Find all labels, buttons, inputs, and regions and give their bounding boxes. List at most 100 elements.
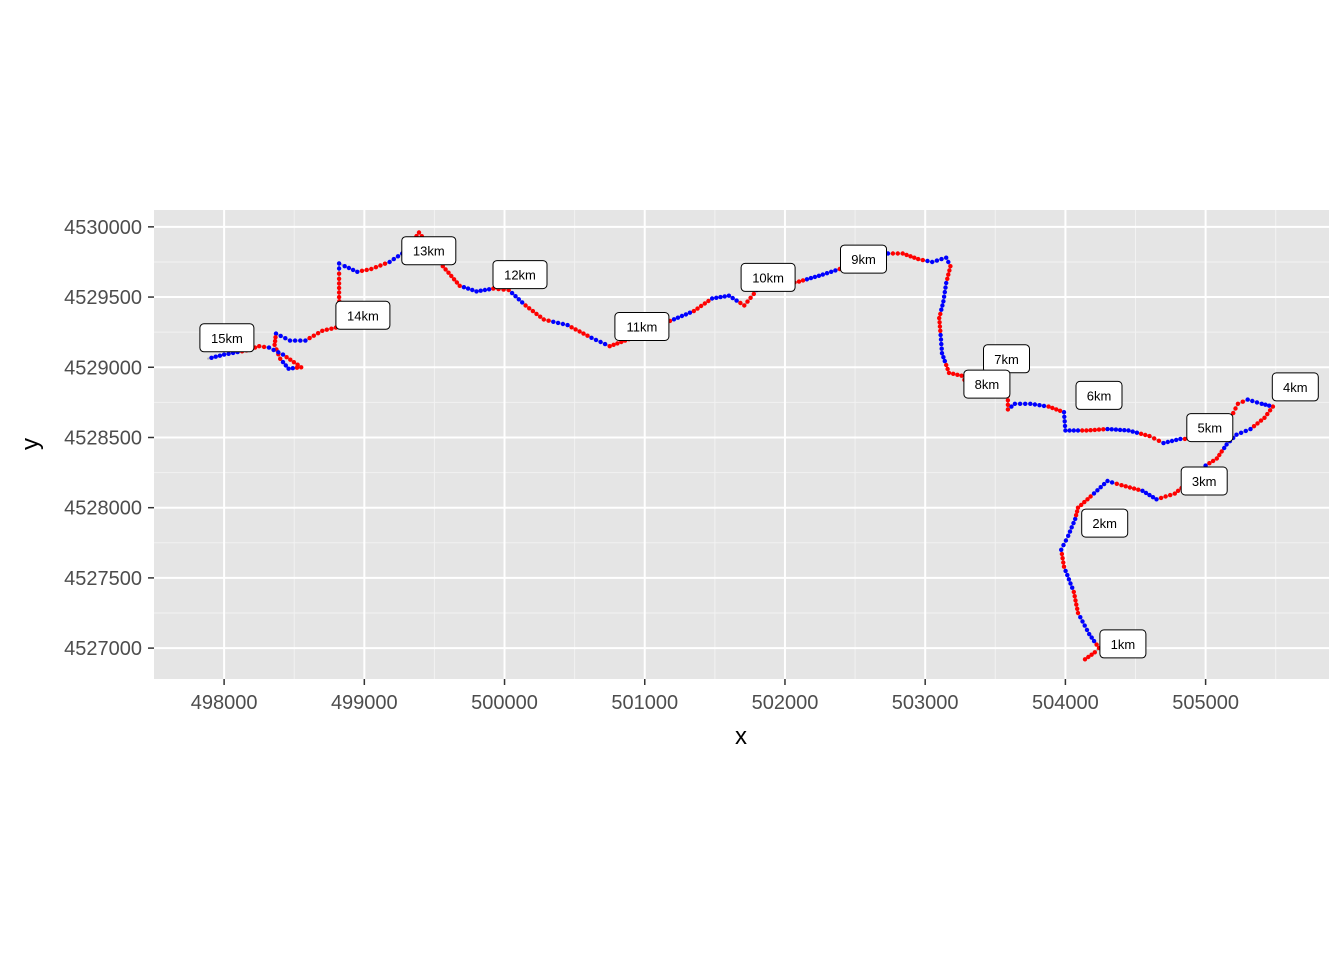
track-point: [1131, 486, 1137, 491]
km-label-box: [1099, 629, 1147, 659]
y-tick-label: 4529000: [64, 357, 142, 379]
track-point: [1088, 428, 1093, 433]
track-point: [912, 255, 917, 260]
track-point: [589, 335, 594, 340]
track-point: [369, 266, 374, 272]
track-point: [800, 278, 806, 283]
track-point: [391, 256, 396, 262]
km-label-text: 3km: [1192, 474, 1217, 489]
track-point: [1075, 610, 1081, 616]
track-point: [1169, 438, 1175, 444]
x-tick-label: 504000: [1032, 692, 1099, 714]
track-point: [1140, 488, 1145, 493]
track-point: [1022, 401, 1028, 406]
track-point: [221, 352, 227, 357]
track-point: [446, 270, 451, 275]
track-point: [722, 294, 727, 299]
track-point: [1046, 404, 1051, 409]
track-point: [946, 259, 951, 265]
track-point: [695, 306, 700, 311]
track-point: [1063, 538, 1069, 543]
track-point: [683, 312, 689, 317]
km-label: 3km: [1180, 466, 1228, 496]
track-point: [560, 321, 566, 327]
track-point: [283, 363, 288, 368]
track-point: [1061, 542, 1066, 548]
track-point: [324, 327, 329, 332]
track-point: [1267, 408, 1273, 413]
track-point: [280, 359, 286, 365]
track-point: [541, 317, 546, 322]
km-label-box: [1180, 466, 1228, 496]
track-point: [1096, 427, 1102, 432]
track-point: [266, 345, 272, 350]
track-point: [342, 264, 347, 269]
track-point: [1017, 401, 1023, 406]
track-point: [916, 256, 921, 262]
track-point: [718, 294, 723, 300]
track-point: [283, 336, 288, 341]
track-point: [1240, 399, 1246, 404]
track-point: [278, 356, 283, 361]
track-point: [1138, 431, 1144, 436]
track-point: [470, 287, 475, 293]
track-point: [1084, 627, 1090, 633]
track-point: [1154, 497, 1159, 502]
track-point: [1222, 445, 1227, 451]
track-point: [1062, 419, 1067, 424]
track-point: [1068, 581, 1073, 586]
track-point: [1158, 495, 1164, 501]
track-point: [378, 263, 383, 268]
y-tick-label: 4528500: [64, 427, 142, 449]
track-point: [939, 351, 945, 356]
track-point: [937, 324, 943, 329]
km-label: 6km: [1075, 380, 1123, 410]
track-point: [307, 335, 312, 341]
km-label-text: 2km: [1092, 516, 1117, 531]
track-point: [373, 265, 379, 270]
track-point: [904, 252, 909, 258]
track-point: [443, 267, 448, 272]
track-point: [1012, 401, 1018, 406]
km-label-text: 7km: [994, 352, 1019, 367]
track-point: [272, 342, 277, 347]
y-axis: 4527000 4527500 4528000 4528500 4529000 45295…: [64, 217, 154, 660]
track-point: [1032, 402, 1038, 407]
track-point: [1117, 427, 1123, 433]
track-point: [1231, 410, 1236, 416]
track-point: [416, 230, 422, 235]
track-point: [320, 328, 325, 333]
track-point: [474, 289, 479, 294]
track-point: [1062, 423, 1068, 429]
track-point: [1078, 615, 1083, 620]
track-point: [1217, 452, 1222, 458]
x-tick-label: 501000: [611, 692, 678, 714]
track-point: [1059, 547, 1064, 552]
track-point: [1072, 594, 1077, 599]
track-point: [257, 344, 262, 349]
track-point: [359, 268, 365, 273]
track-point: [1028, 401, 1033, 406]
track-point: [598, 339, 603, 345]
x-tick-label: 503000: [892, 692, 959, 714]
track-point: [273, 331, 279, 336]
km-label-box: [740, 262, 796, 292]
km-label-text: 10km: [752, 270, 784, 285]
track-point: [1126, 428, 1131, 433]
track-point: [1050, 405, 1055, 411]
track-point: [1061, 560, 1066, 565]
track-point: [940, 303, 945, 308]
km-label-box: [401, 236, 457, 266]
track-point: [581, 331, 586, 336]
track-point: [451, 277, 457, 282]
track-point: [1094, 642, 1099, 647]
track-point: [1082, 623, 1087, 628]
track-point: [1255, 421, 1260, 426]
track-point: [1057, 408, 1063, 413]
track-point: [1136, 487, 1141, 492]
km-labels-layer: 1km 2km 3km 4km 5km 6km 7km 8km 9km 10km 11km 12km 1…: [199, 236, 1319, 659]
track-point: [1075, 505, 1081, 510]
track-point: [890, 251, 896, 256]
track-point: [1161, 440, 1166, 446]
track-point: [311, 333, 316, 338]
